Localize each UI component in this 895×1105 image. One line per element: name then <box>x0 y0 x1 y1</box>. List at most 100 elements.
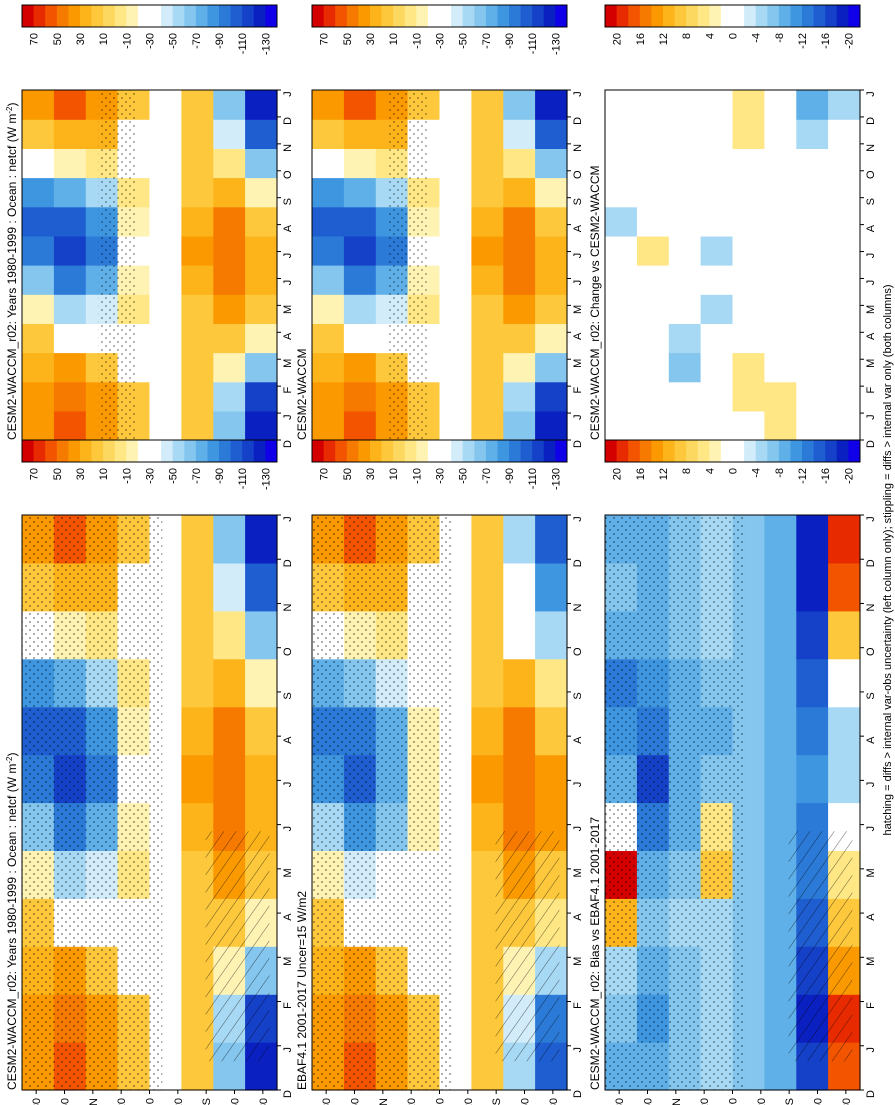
heatmap-cell <box>343 235 377 266</box>
heatmap-cell <box>732 265 765 295</box>
heatmap-cell <box>503 352 536 383</box>
heatmap-cell <box>605 177 638 208</box>
colorbar-tick-label: 8 <box>681 468 693 474</box>
month-tick-label: M <box>572 957 584 966</box>
colorbar-swatch <box>605 5 618 27</box>
colorbar-swatch <box>616 440 629 462</box>
heatmap-cell <box>181 562 214 612</box>
heatmap-cell <box>828 323 861 354</box>
colorbar-swatch <box>462 5 475 27</box>
heatmap-cell <box>796 265 829 295</box>
heatmap-cell <box>796 562 829 612</box>
panel-title: CESM2-WACCM_r02: Years 1980-1999 : Ocean… <box>5 103 19 440</box>
heatmap-cell <box>471 381 504 412</box>
month-tick-label: A <box>282 913 294 921</box>
colorbar-swatch <box>80 440 93 462</box>
colorbar-tick-label: -90 <box>504 33 516 49</box>
month-tick-label: A <box>282 736 294 744</box>
hatching-overlay <box>788 831 853 1062</box>
colorbar-tick-label: -30 <box>145 468 157 484</box>
colorbar-tick-label: -10 <box>121 468 133 484</box>
colorbars-layer: 70 50 30 10 -10 -30 -50 -70 -90 -110 -130 70 50 30 10-… <box>21 4 861 490</box>
month-tick-label: M <box>572 868 584 877</box>
heatmap-cell <box>245 294 278 324</box>
heatmap-cell <box>605 381 638 412</box>
heatmap-cell <box>213 294 246 324</box>
colorbar-swatch <box>393 440 406 462</box>
colorbar-swatch <box>802 5 815 27</box>
title-close-paren: ) <box>5 753 19 757</box>
colorbar-swatch <box>439 440 452 462</box>
lat-tick-label: 20 <box>699 1098 711 1105</box>
colorbar-right-mid: 70 50 30 10 -10 -30 -50 -70 -90 -110 -130 <box>311 4 568 55</box>
heatmap-cell <box>53 294 87 324</box>
heatmap-cell <box>245 754 278 804</box>
lat-tick-label: °S <box>491 1098 503 1105</box>
colorbar-swatch <box>639 5 652 27</box>
heatmap-cell <box>312 352 345 383</box>
heatmap-cell <box>471 410 504 441</box>
lat-tick-label: 80 <box>841 1098 853 1105</box>
heatmap-cell <box>213 754 246 804</box>
heatmap-cell <box>181 90 214 120</box>
heatmap-cell <box>343 206 377 237</box>
heatmap-cell <box>439 294 472 324</box>
lat-tick-label: °N <box>88 1098 100 1105</box>
heatmap-cell <box>53 381 87 412</box>
heatmap-cell <box>471 754 504 804</box>
colorbar-swatch <box>462 440 475 462</box>
heatmap-cell <box>732 235 765 266</box>
heatmap-cell <box>503 177 536 208</box>
heatmap-cell <box>535 381 568 412</box>
colorbar-swatch <box>686 5 699 27</box>
month-tick-label: D <box>282 440 294 448</box>
heatmap-cell <box>636 323 670 354</box>
colorbar-swatch <box>451 440 464 462</box>
heatmap-cell <box>213 265 246 295</box>
heatmap-cell <box>535 265 568 295</box>
colorbar-swatch <box>848 440 861 462</box>
colorbar-tick-label: -90 <box>214 468 226 484</box>
colorbar-tick-label: -130 <box>260 33 272 55</box>
heatmap-cell <box>471 177 504 208</box>
hatching-overlay <box>495 831 560 1062</box>
heatmap-cell <box>605 235 638 266</box>
heatmap-cell <box>149 119 182 149</box>
colorbar-tick-label: 50 <box>52 33 64 45</box>
heatmap-cell <box>343 90 377 120</box>
month-tick-label: N <box>572 144 584 152</box>
panel-title: CESM2-WACCM_r02: Change vs CESM2-WACCM <box>588 166 602 441</box>
lat-tick-label: 60 <box>230 1098 242 1105</box>
month-tick-label: J <box>572 826 584 832</box>
colorbar-swatch <box>80 5 93 27</box>
stippling-overlay <box>605 515 746 1090</box>
colorbar-swatch <box>543 440 556 462</box>
month-tick-label: O <box>572 647 584 656</box>
heatmap-cell <box>764 206 797 237</box>
lat-tick-label: 80 <box>321 1098 333 1105</box>
heatmap-cell <box>471 206 504 237</box>
heatmap-cell <box>471 294 504 324</box>
lat-tick-label: °S <box>784 1098 796 1105</box>
heatmap-cell <box>764 294 797 324</box>
colorbar-tick-label: 4 <box>704 33 716 39</box>
lat-tick-label: 80 <box>614 1098 626 1105</box>
heatmap-cell <box>796 323 829 354</box>
heatmap-cell <box>245 562 278 612</box>
month-tick-label: D <box>282 117 294 125</box>
colorbar-swatch <box>555 5 568 27</box>
heatmap-cell <box>828 706 861 756</box>
heatmap-cell <box>605 206 638 237</box>
colorbar-swatch <box>207 5 220 27</box>
heatmap-cell <box>605 148 638 179</box>
heatmap-cell <box>312 90 345 120</box>
colorbar-swatch <box>22 440 35 462</box>
heatmap-cell <box>471 235 504 266</box>
heatmap-cell <box>312 381 345 412</box>
heatmap-cell <box>53 119 87 149</box>
colorbar-tick-label: -110 <box>527 33 539 54</box>
heatmap-cell <box>312 119 345 149</box>
heatmap-cell <box>181 206 214 237</box>
colorbar-tick-label: -50 <box>458 468 470 484</box>
month-tick-label: S <box>865 198 877 205</box>
